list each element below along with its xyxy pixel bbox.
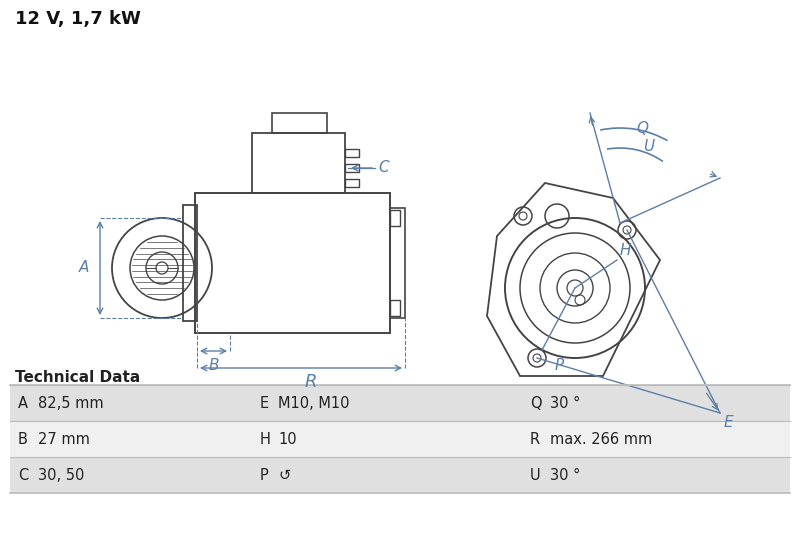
Bar [345, 149, 359, 157]
Bar [390, 208, 405, 318]
Text: B: B [18, 432, 28, 447]
Text: A: A [79, 261, 89, 276]
Bar [345, 179, 359, 187]
Bar [390, 300, 400, 316]
Bar [183, 205, 197, 321]
Text: H: H [260, 432, 271, 447]
Text: 12 V, 1,7 kW: 12 V, 1,7 kW [15, 10, 141, 28]
Text: C: C [378, 160, 389, 175]
Text: 30, 50: 30, 50 [38, 467, 84, 482]
Text: 27 mm: 27 mm [38, 432, 90, 447]
Text: Q: Q [530, 395, 542, 410]
Bar [390, 210, 400, 226]
Text: H: H [620, 243, 631, 258]
Text: max. 266 mm: max. 266 mm [550, 432, 652, 447]
Text: Technical Data: Technical Data [15, 370, 140, 385]
Text: R: R [305, 373, 318, 391]
Bar [10, 385, 790, 421]
Text: 30 °: 30 ° [550, 467, 580, 482]
Text: Q: Q [636, 121, 648, 136]
Bar [195, 193, 390, 333]
Text: P: P [555, 359, 564, 374]
Text: ↺: ↺ [278, 467, 290, 482]
Text: B: B [208, 358, 218, 373]
Bar [345, 164, 359, 172]
Text: U: U [530, 467, 541, 482]
Text: R: R [530, 432, 540, 447]
Text: M10, M10: M10, M10 [278, 395, 350, 410]
Text: 82,5 mm: 82,5 mm [38, 395, 104, 410]
Text: E: E [260, 395, 269, 410]
Bar [252, 133, 345, 193]
Text: U: U [643, 139, 654, 154]
Bar [10, 457, 790, 493]
Bar [272, 113, 327, 133]
Text: E: E [724, 415, 734, 430]
Text: P: P [260, 467, 269, 482]
Text: C: C [18, 467, 28, 482]
Text: 30 °: 30 ° [550, 395, 580, 410]
Text: A: A [18, 395, 28, 410]
Text: 10: 10 [278, 432, 297, 447]
Bar [10, 421, 790, 457]
